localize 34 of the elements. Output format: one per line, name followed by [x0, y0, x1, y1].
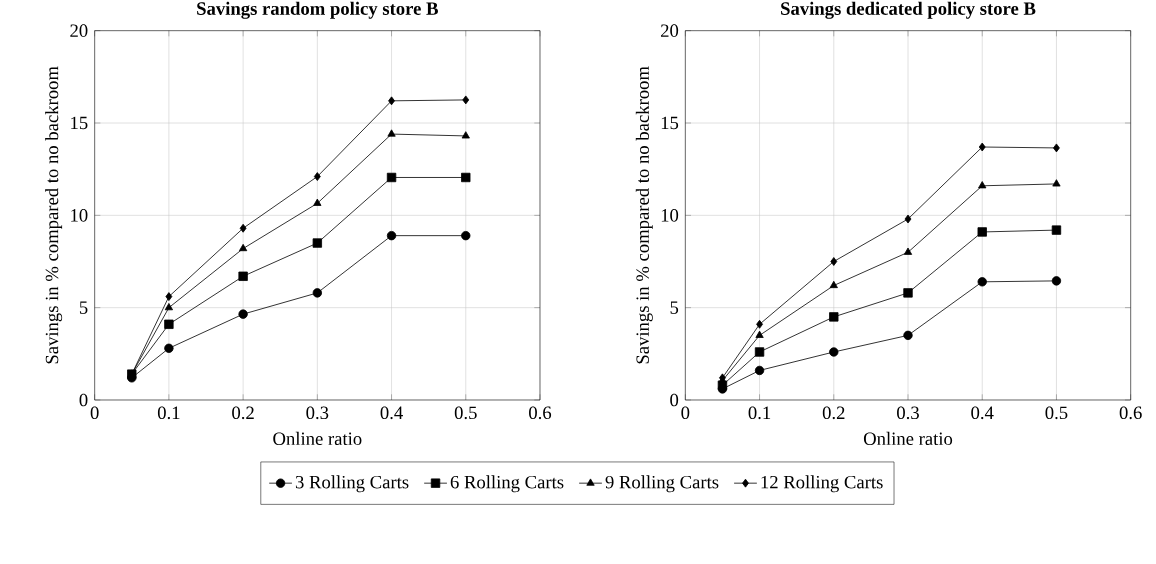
x-tick-label: 0.1: [748, 406, 771, 420]
x-tick-label: 0: [681, 406, 690, 420]
x-tick-label: 0.3: [897, 406, 919, 420]
y-axis-title: Savings in % compared to no backroom: [635, 66, 653, 364]
x-tick-label: 0.4: [380, 406, 403, 420]
y-tick-label: 10: [661, 209, 679, 222]
x-tick-label: 0: [90, 406, 99, 420]
y-tick-label: 5: [670, 301, 679, 314]
x-axis-title: Online ratio: [273, 431, 362, 446]
legend-label: 9 Rolling Carts: [605, 475, 719, 493]
legend-label: 3 Rolling Carts: [295, 475, 409, 493]
y-tick-label: 15: [71, 116, 88, 130]
y-tick-label: 0: [670, 393, 679, 407]
x-tick-label: 0.4: [971, 406, 994, 420]
x-tick-label: 0.5: [454, 406, 477, 420]
chart-title: Savings dedicated policy store B: [781, 1, 1036, 19]
y-tick-label: 0: [79, 393, 88, 407]
chart-title: Savings random policy store B: [197, 1, 438, 19]
y-tick-label: 20: [661, 24, 679, 37]
y-tick-label: 5: [79, 301, 88, 314]
x-tick-label: 0.5: [1045, 406, 1068, 420]
x-tick-label: 0.1: [157, 406, 180, 420]
x-tick-label: 0.2: [822, 406, 845, 420]
legend-label: 6 Rolling Carts: [450, 475, 564, 493]
x-tick-label: 0.2: [232, 406, 254, 420]
x-tick-label: 0.6: [529, 406, 552, 420]
x-tick-label: 0.6: [1119, 406, 1142, 420]
y-axis-title: Savings in % compared to no backroom: [45, 66, 63, 364]
y-tick-label: 15: [661, 116, 679, 130]
y-tick-label: 20: [70, 24, 88, 37]
legend-label: 12 Rolling Carts: [761, 475, 883, 493]
y-tick-label: 10: [71, 209, 88, 222]
x-tick-label: 0.3: [306, 406, 329, 420]
x-axis-title: Online ratio: [863, 431, 953, 446]
